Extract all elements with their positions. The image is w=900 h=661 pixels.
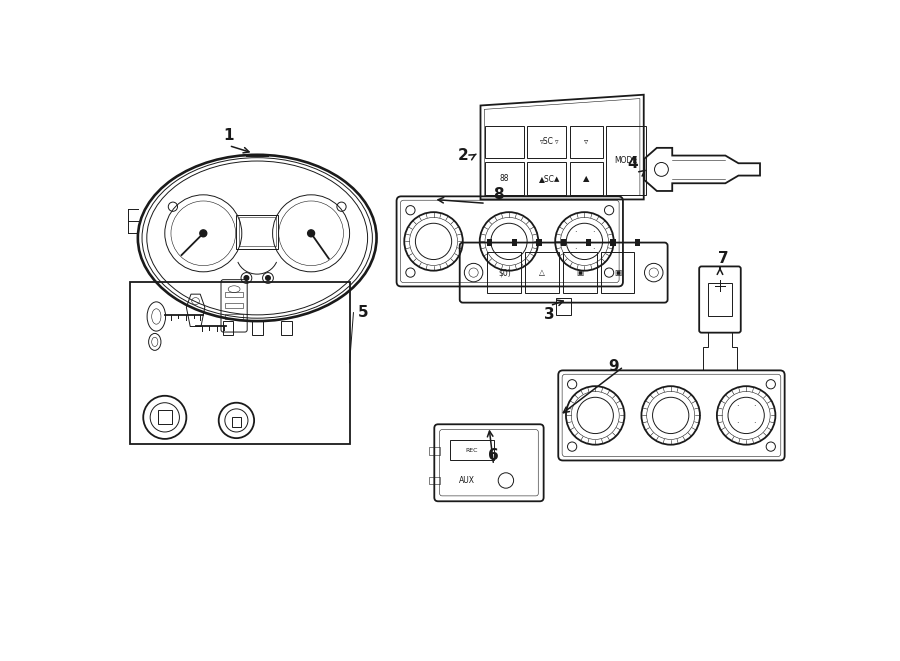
Text: 5: 5 [357, 305, 368, 320]
Text: 9: 9 [608, 359, 619, 374]
Bar [527, 163, 566, 195]
Text: ▲: ▲ [554, 176, 559, 182]
Bar [570, 126, 602, 158]
Text: ▿SC: ▿SC [540, 137, 554, 146]
Circle shape [200, 230, 207, 237]
Bar [512, 239, 517, 247]
Text: ·: · [753, 420, 756, 428]
Text: 2: 2 [457, 148, 468, 163]
Text: 1: 1 [223, 128, 234, 143]
Text: AUX: AUX [459, 476, 475, 485]
Bar [707, 283, 733, 317]
Bar [488, 252, 521, 293]
Bar [237, 215, 278, 249]
Text: ·: · [574, 246, 577, 254]
Bar [606, 126, 645, 195]
Text: ·: · [592, 246, 595, 254]
Bar [527, 126, 566, 158]
Bar [485, 126, 524, 158]
Bar [634, 239, 640, 247]
Bar [556, 298, 572, 315]
Bar [252, 321, 263, 335]
Bar [226, 303, 243, 308]
Bar [238, 217, 275, 247]
Text: REC: REC [466, 448, 478, 453]
Bar [281, 321, 292, 335]
Text: ▣: ▣ [576, 268, 583, 277]
Text: △: △ [539, 268, 545, 277]
Bar [610, 239, 616, 247]
Bar [570, 163, 602, 195]
Text: 6: 6 [488, 448, 499, 463]
Bar [586, 239, 591, 247]
Text: ·: · [736, 403, 739, 411]
Text: ·: · [736, 420, 739, 428]
Bar [226, 314, 243, 319]
Text: 88: 88 [500, 174, 509, 183]
Bar [600, 252, 634, 293]
Text: $0): $0) [498, 268, 510, 277]
Text: 8: 8 [493, 186, 503, 202]
Bar [562, 252, 597, 293]
Text: ▿: ▿ [584, 137, 589, 146]
Bar [485, 163, 524, 195]
Bar [429, 447, 440, 455]
Bar [536, 239, 542, 247]
Text: ▣: ▣ [614, 268, 621, 277]
Bar [526, 252, 559, 293]
Bar [226, 292, 243, 297]
Text: ·: · [753, 403, 756, 411]
Circle shape [266, 276, 270, 280]
Text: 4: 4 [627, 156, 637, 171]
Bar [487, 239, 492, 247]
Text: 7: 7 [717, 251, 728, 266]
Circle shape [244, 276, 248, 280]
Bar [561, 239, 566, 247]
Text: ·: · [574, 228, 577, 237]
Text: 3: 3 [544, 307, 555, 323]
Text: ▲: ▲ [583, 174, 590, 183]
Text: MODE: MODE [614, 156, 637, 165]
Text: ▿: ▿ [554, 139, 558, 145]
Bar [429, 477, 440, 485]
Bar [222, 321, 233, 335]
Bar [450, 440, 494, 461]
Bar [158, 410, 172, 424]
Bar [130, 282, 349, 444]
Text: ▲SC: ▲SC [539, 174, 554, 183]
Bar [232, 416, 241, 428]
Circle shape [308, 230, 315, 237]
Text: ·: · [592, 228, 595, 237]
